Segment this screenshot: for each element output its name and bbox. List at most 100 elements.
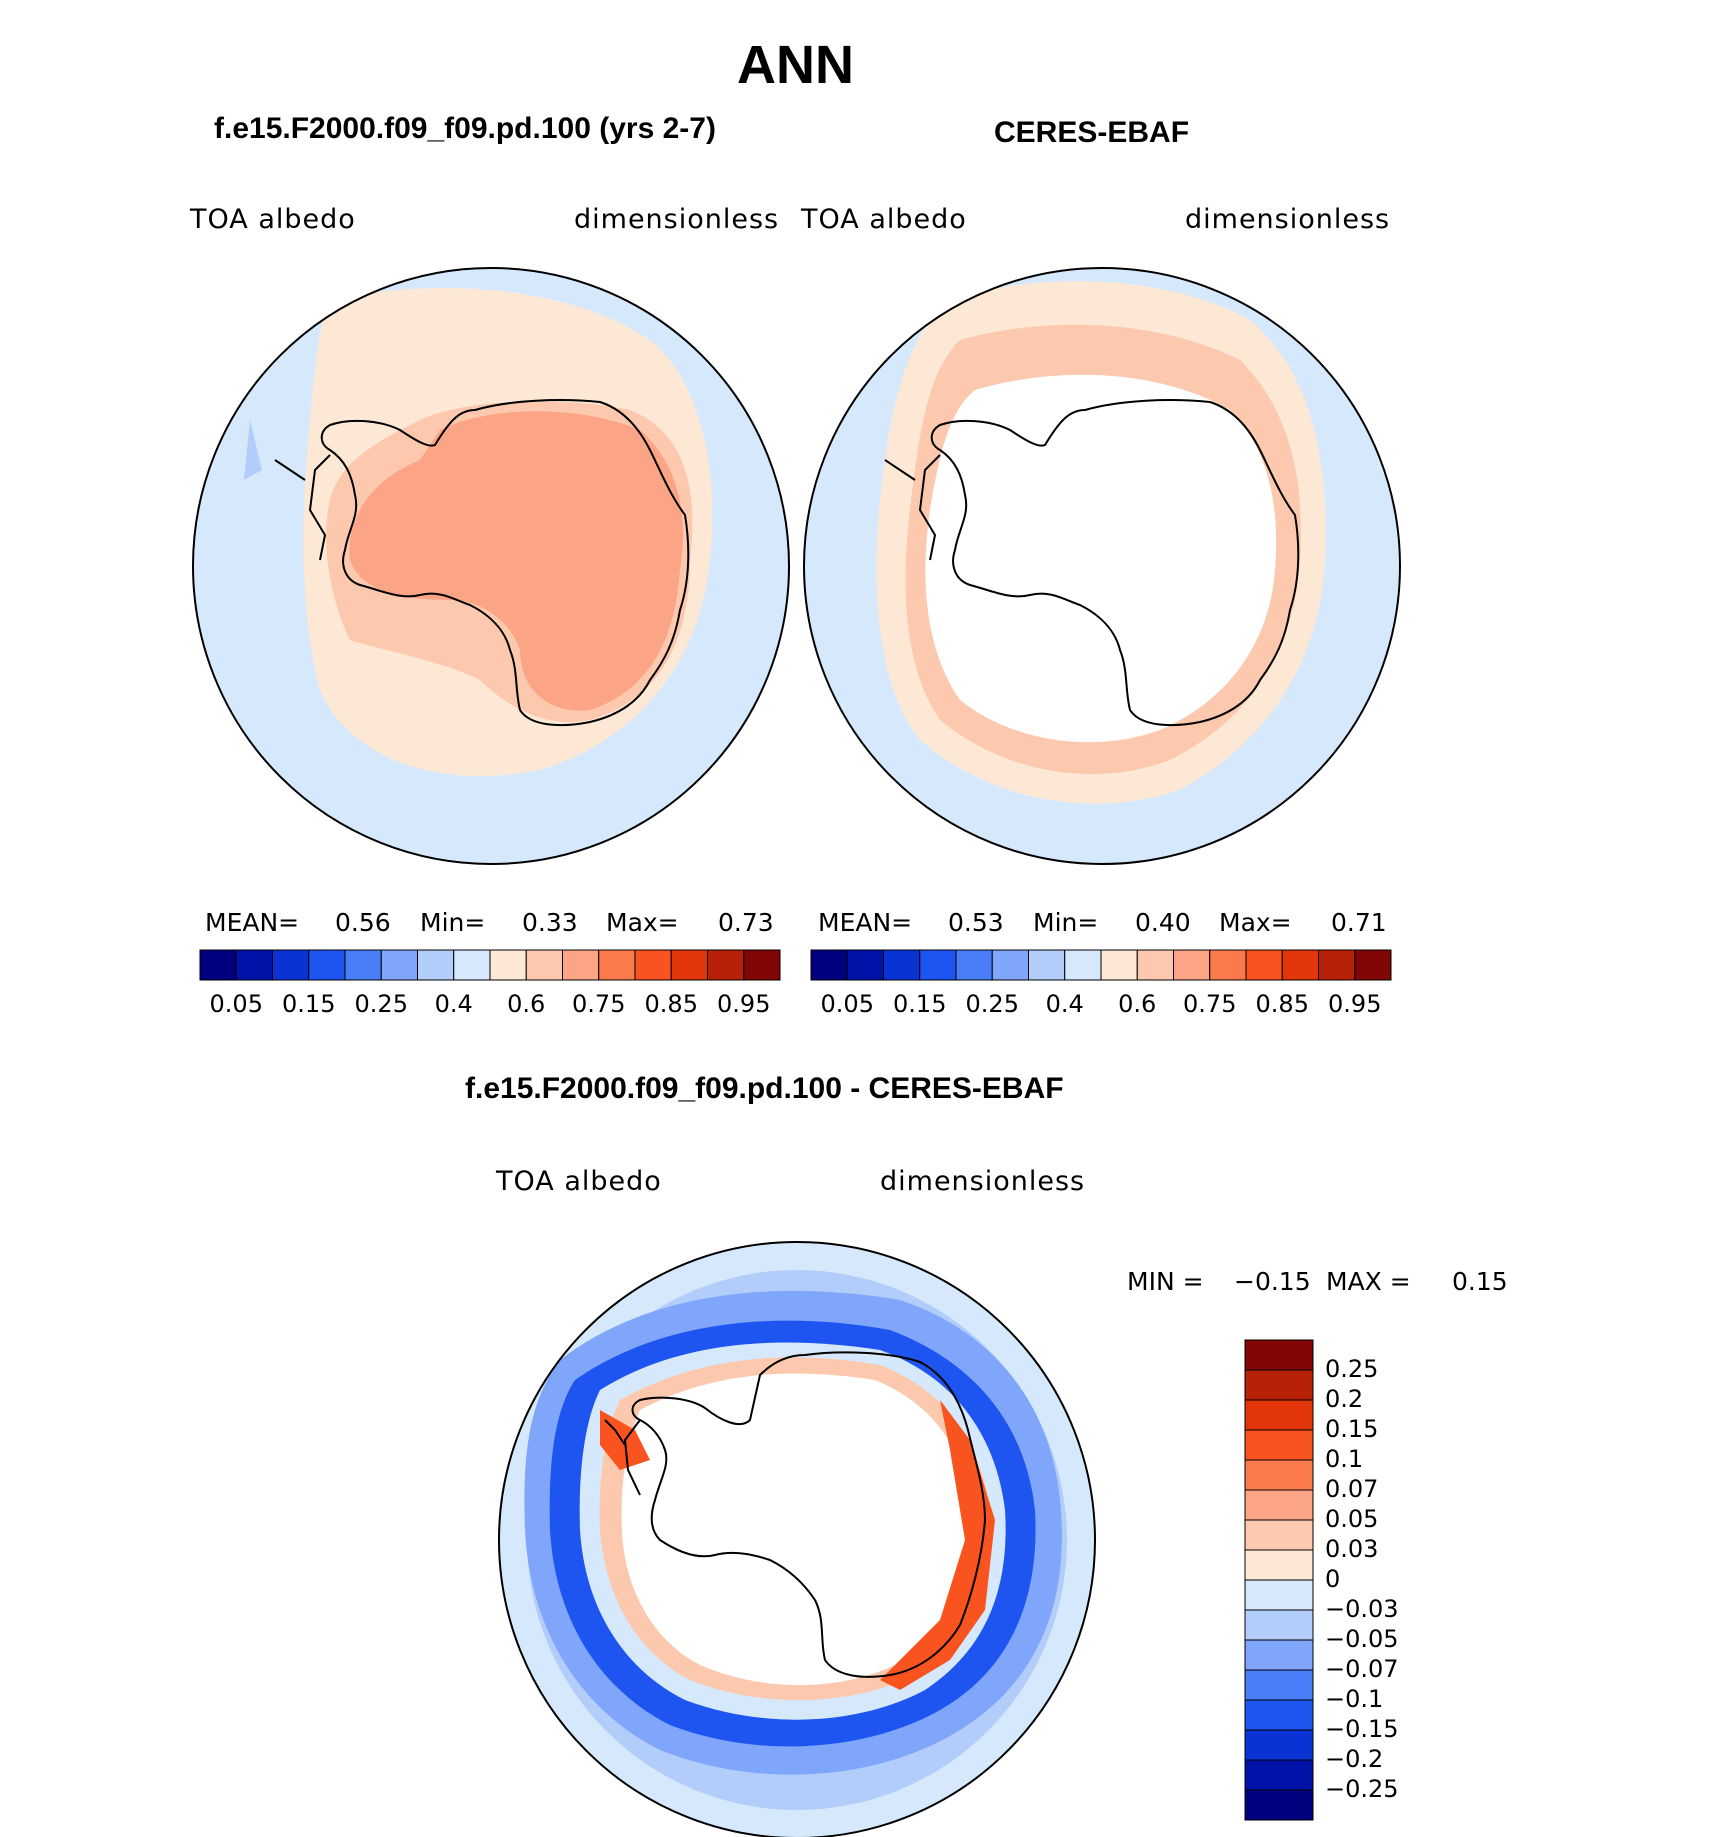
diff-colorbar-swatch xyxy=(1244,1339,1314,1371)
diff-colorbar-tick-label: −0.07 xyxy=(1325,1655,1399,1683)
panel1-variable-label: TOA albedo xyxy=(190,204,356,235)
diff-colorbar-swatch xyxy=(1244,1639,1314,1671)
obs-colorbar-tick-label: 0.75 xyxy=(1183,990,1237,1018)
obs-colorbar-swatch xyxy=(1245,949,1283,981)
diff-colorbar-tick-label: 0.2 xyxy=(1325,1385,1364,1413)
diff-colorbar-swatch xyxy=(1244,1759,1314,1791)
diff-colorbar-tick-label: −0.25 xyxy=(1325,1775,1399,1803)
obs-colorbar-swatch xyxy=(810,949,848,981)
diff-colorbar-swatch xyxy=(1244,1789,1314,1821)
model-colorbar-tick-label: 0.15 xyxy=(282,990,336,1018)
obs-colorbar-swatch xyxy=(846,949,884,981)
diff-colorbar-tick-label: 0.25 xyxy=(1325,1355,1379,1383)
obs-colorbar-tick-label: 0.95 xyxy=(1328,990,1382,1018)
diff-colorbar-swatch xyxy=(1244,1669,1314,1701)
diff-min-label: MIN = xyxy=(1127,1267,1204,1296)
model-colorbar-swatch xyxy=(235,949,273,981)
panel2-max-value: 0.71 xyxy=(1331,908,1387,937)
obs-colorbar-tick-label: 0.4 xyxy=(1045,990,1084,1018)
model-colorbar-tick-label: 0.85 xyxy=(644,990,698,1018)
diff-units-label: dimensionless xyxy=(880,1166,1086,1197)
obs-colorbar-tick-label: 0.85 xyxy=(1255,990,1309,1018)
model-colorbar-swatch xyxy=(670,949,708,981)
diff-colorbar-swatch xyxy=(1244,1609,1314,1641)
panel2-min-value: 0.40 xyxy=(1135,908,1191,937)
diff-colorbar-swatch xyxy=(1244,1549,1314,1581)
panel1-min-label: Min= xyxy=(420,908,486,937)
model-colorbar-swatch xyxy=(489,949,527,981)
diff-colorbar-tick-label: −0.15 xyxy=(1325,1715,1399,1743)
obs-colorbar-swatch xyxy=(1318,949,1356,981)
panel2-case-title: CERES-EBAF xyxy=(994,116,1190,149)
obs-colorbar-tick-label: 0.15 xyxy=(893,990,947,1018)
diff-colorbar-swatch xyxy=(1244,1459,1314,1491)
diff-colorbar-tick-label: 0.1 xyxy=(1325,1445,1364,1473)
model-colorbar-tick-label: 0.75 xyxy=(572,990,626,1018)
diff-max-label: MAX = xyxy=(1326,1267,1411,1296)
diff-min-value: −0.15 xyxy=(1234,1267,1311,1296)
panel2-units-label: dimensionless xyxy=(1185,204,1391,235)
diff-variable-label: TOA albedo xyxy=(496,1166,662,1197)
obs-colorbar-tick-label: 0.6 xyxy=(1118,990,1157,1018)
obs-colorbar-swatch xyxy=(1354,949,1392,981)
diff-colorbar xyxy=(1244,1339,1314,1821)
model-colorbar-swatch xyxy=(272,949,310,981)
diff-colorbar-swatch xyxy=(1244,1519,1314,1551)
panel1-mean-value: 0.56 xyxy=(335,908,391,937)
page-title: ANN xyxy=(737,35,854,95)
diff-colorbar-swatch xyxy=(1244,1429,1314,1461)
diff-colorbar-swatch xyxy=(1244,1369,1314,1401)
panel1-max-value: 0.73 xyxy=(718,908,774,937)
panel1-min-value: 0.33 xyxy=(522,908,578,937)
obs-colorbar-tick-label: 0.05 xyxy=(820,990,874,1018)
diff-colorbar-tick-label: 0.03 xyxy=(1325,1535,1379,1563)
model-colorbar-swatch xyxy=(562,949,600,981)
panel2-max-label: Max= xyxy=(1219,908,1292,937)
diff-colorbar-tick-label: 0.15 xyxy=(1325,1415,1379,1443)
model-colorbar-swatch xyxy=(344,949,382,981)
model-colorbar-swatch xyxy=(380,949,418,981)
model-colorbar-tick-label: 0.25 xyxy=(354,990,408,1018)
diff-colorbar-swatch xyxy=(1244,1489,1314,1521)
diff-colorbar-tick-label: −0.1 xyxy=(1325,1685,1384,1713)
panel1-mean-label: MEAN= xyxy=(205,908,300,937)
diff-colorbar-swatch xyxy=(1244,1399,1314,1431)
diff-colorbar-tick-label: −0.03 xyxy=(1325,1595,1399,1623)
panel2-mean-value: 0.53 xyxy=(948,908,1004,937)
panel2-variable-label: TOA albedo xyxy=(801,204,967,235)
obs-colorbar-swatch xyxy=(991,949,1029,981)
model-colorbar-swatch xyxy=(199,949,237,981)
obs-colorbar-swatch xyxy=(1281,949,1319,981)
diff-colorbar-tick-label: 0 xyxy=(1325,1565,1341,1593)
diff-max-value: 0.15 xyxy=(1452,1267,1508,1296)
obs-colorbar-tick-label: 0.25 xyxy=(965,990,1019,1018)
panel1-units-label: dimensionless xyxy=(574,204,780,235)
diff-colorbar-tick-label: −0.05 xyxy=(1325,1625,1399,1653)
diff-colorbar-swatch xyxy=(1244,1699,1314,1731)
diff-colorbar-tick-label: 0.05 xyxy=(1325,1505,1379,1533)
diff-title: f.e15.F2000.f09_f09.pd.100 - CERES-EBAF xyxy=(465,1072,1064,1105)
model-colorbar-tick-label: 0.95 xyxy=(717,990,771,1018)
model-colorbar-tick-label: 0.05 xyxy=(209,990,263,1018)
obs-colorbar-swatch xyxy=(919,949,957,981)
panel2-mean-label: MEAN= xyxy=(818,908,913,937)
diff-colorbar-swatch xyxy=(1244,1729,1314,1761)
panel2-min-label: Min= xyxy=(1033,908,1099,937)
diff-colorbar-tick-label: −0.2 xyxy=(1325,1745,1384,1773)
model-colorbar-swatch xyxy=(598,949,636,981)
panel1-case-title: f.e15.F2000.f09_f09.pd.100 (yrs 2-7) xyxy=(214,112,716,145)
model-colorbar xyxy=(199,949,781,981)
model-colorbar-swatch xyxy=(453,949,491,981)
model-colorbar-tick-label: 0.4 xyxy=(434,990,473,1018)
model-colorbar-swatch xyxy=(525,949,563,981)
diff-colorbar-swatch xyxy=(1244,1579,1314,1611)
obs-colorbar-swatch xyxy=(883,949,921,981)
panel1-max-label: Max= xyxy=(606,908,679,937)
model-colorbar-tick-label: 0.6 xyxy=(507,990,546,1018)
obs-colorbar xyxy=(810,949,1392,981)
diff-colorbar-tick-label: 0.07 xyxy=(1325,1475,1379,1503)
model-colorbar-swatch xyxy=(743,949,781,981)
